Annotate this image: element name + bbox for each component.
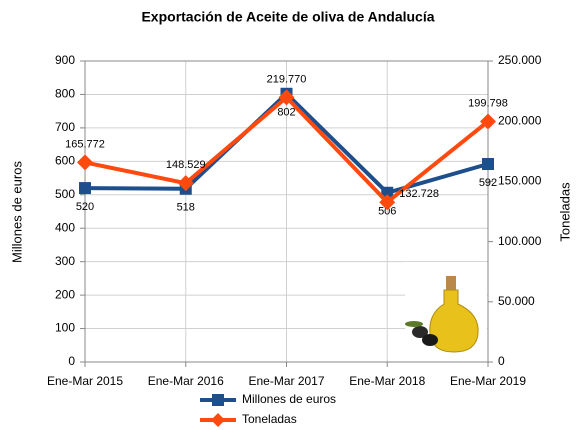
- x-tick-label: Ene-Mar 2015: [47, 374, 123, 388]
- y2-tick-label: 150.000: [498, 174, 542, 188]
- value-label: 199.798: [468, 97, 508, 109]
- y-tick-label: 900: [55, 53, 75, 67]
- leaf: [405, 321, 423, 327]
- marker: [79, 182, 91, 194]
- value-label: 518: [177, 202, 195, 214]
- marker: [77, 154, 93, 170]
- y-tick-label: 800: [55, 87, 75, 101]
- y-tick-label: 200: [55, 287, 75, 301]
- value-label: 219.770: [267, 73, 307, 85]
- value-label: 165.772: [65, 138, 105, 150]
- x-tick-label: Ene-Mar 2016: [148, 374, 224, 388]
- y-tick-label: 300: [55, 254, 75, 268]
- y-tick-label: 700: [55, 120, 75, 134]
- x-tick-label: Ene-Mar 2018: [349, 374, 425, 388]
- legend-marker: [212, 394, 224, 406]
- y-tick-label: 400: [55, 220, 75, 234]
- value-label: 148.529: [166, 159, 206, 171]
- x-tick-label: Ene-Mar 2017: [248, 374, 324, 388]
- value-label: 802: [277, 107, 295, 119]
- y-tick-label: 500: [55, 187, 75, 201]
- value-label: 520: [76, 201, 94, 213]
- y2-tick-label: 0: [498, 354, 505, 368]
- y2-tick-label: 50.000: [498, 294, 535, 308]
- legend-label: Toneladas: [242, 412, 297, 426]
- y2-tick-label: 250.000: [498, 53, 542, 67]
- legend-label: Millones de euros: [242, 392, 336, 406]
- olive-oil-illustration: [405, 262, 487, 358]
- y-tick-label: 600: [55, 154, 75, 168]
- y-axis-title: Millones de euros: [9, 161, 24, 263]
- y2-tick-label: 200.000: [498, 113, 542, 127]
- value-label: 132.728: [399, 188, 439, 200]
- olive: [422, 334, 438, 346]
- marker: [482, 158, 494, 170]
- y-tick-label: 100: [55, 321, 75, 335]
- chart: Exportación de Aceite de oliva de Andalu…: [0, 0, 576, 430]
- y2-axis-title: Toneladas: [557, 182, 572, 242]
- x-tick-label: Ene-Mar 2019: [450, 374, 526, 388]
- value-label: 592: [479, 177, 497, 189]
- y-tick-label: 0: [68, 354, 75, 368]
- cork: [446, 276, 456, 290]
- y2-tick-label: 100.000: [498, 234, 542, 248]
- legend-marker: [211, 413, 225, 427]
- chart-title: Exportación de Aceite de oliva de Andalu…: [141, 9, 434, 25]
